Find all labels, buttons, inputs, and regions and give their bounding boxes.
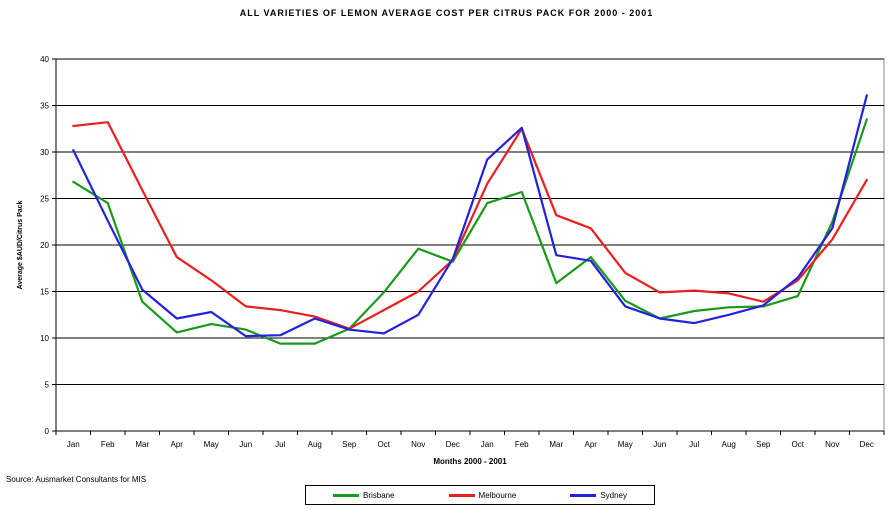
x-tick-label: Mar [549,440,563,449]
y-tick-label: 20 [40,241,49,250]
legend-swatch [332,493,359,497]
x-tick-label: Dec [860,440,874,449]
gridlines [55,58,885,432]
x-tick-label: Jan [481,440,494,449]
series-lines [72,94,868,345]
legend-swatch [448,493,475,497]
y-tick-label: 15 [40,288,49,297]
x-tick-label: Oct [792,440,805,449]
x-tick-label: Nov [825,440,839,449]
series-line-brisbane [72,118,868,345]
legend-entry-brisbane: Brisbane [332,490,395,500]
y-tick-label: 40 [40,55,49,64]
x-tick-label: Feb [101,440,115,449]
x-tick-label: May [618,440,633,449]
y-tick-label: 30 [40,148,49,157]
legend: Brisbane Melbourne Sydney [305,485,655,505]
x-tick-label: Jul [689,440,699,449]
x-tick-label: Apr [171,440,184,449]
x-tick-label: Jun [239,440,252,449]
x-tick-label: Sep [756,440,771,449]
y-tick-label: 5 [45,381,50,390]
x-tick-label: Aug [308,440,322,449]
legend-entry-melbourne: Melbourne [448,490,517,500]
x-tick-label: Nov [411,440,425,449]
source-note: Source: Ausmarket Consultants for MIS [6,475,147,484]
legend-entry-sydney: Sydney [570,491,627,500]
y-tick-label: 0 [45,427,50,436]
chart-title: ALL VARIETIES OF LEMON AVERAGE COST PER … [239,8,654,18]
series-line-sydney [72,94,868,338]
x-tick-label: Jun [653,440,666,449]
x-tick-label: Apr [585,440,598,449]
series-line-melbourne [72,121,868,330]
legend-label: Brisbane [362,490,395,500]
x-axis-title: Months 2000 - 2001 [433,457,507,466]
legend-label: Melbourne [478,490,517,500]
x-tick-label: Mar [135,440,149,449]
y-axis-title: Average $AUD/Citrus Pack [17,200,24,289]
x-tick-label: Aug [722,440,736,449]
legend-swatch [570,493,597,497]
x-tick-label: Dec [446,440,460,449]
axis-labels: 0 5 10 15 20 25 30 35 40 Jan Feb Mar Apr May Jun Jul Aug… [17,55,874,466]
x-tick-label: Sep [342,440,357,449]
x-tick-label: May [204,440,219,449]
x-tick-label: Jul [275,440,285,449]
legend-label: Sydney [600,490,627,500]
y-tick-label: 10 [40,334,49,343]
axes [52,58,885,435]
y-tick-label: 25 [40,195,49,204]
y-tick-label: 35 [40,102,49,111]
x-tick-label: Feb [515,440,529,449]
x-tick-label: Jan [67,440,80,449]
x-tick-label: Oct [378,440,391,449]
